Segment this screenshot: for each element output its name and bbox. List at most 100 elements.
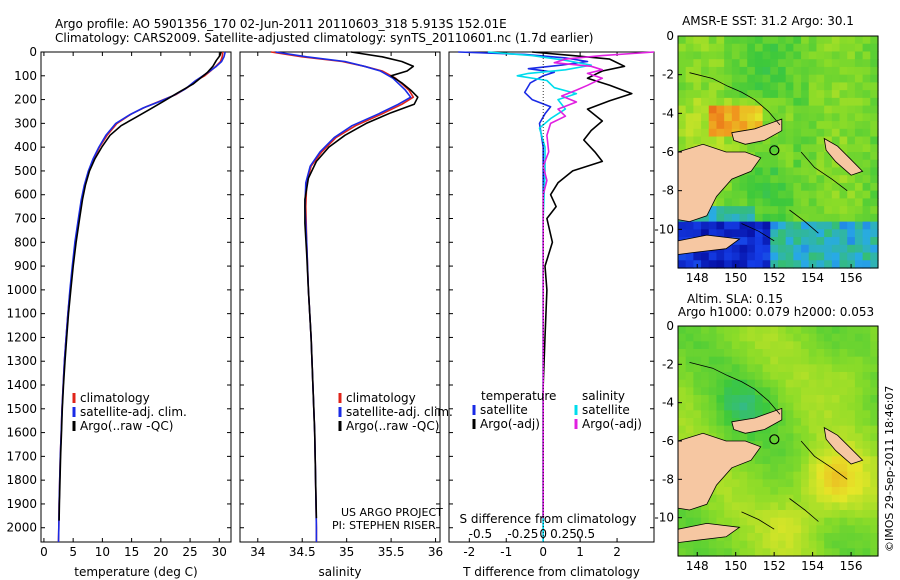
field-cell bbox=[762, 213, 771, 223]
field-cell bbox=[693, 402, 702, 411]
plot-frame bbox=[239, 51, 441, 543]
field-cell bbox=[693, 349, 702, 358]
field-cell bbox=[854, 237, 864, 246]
field-cell bbox=[793, 372, 802, 381]
field-cell bbox=[839, 349, 848, 358]
field-cell bbox=[801, 82, 810, 91]
field-cell bbox=[716, 213, 725, 223]
field-cell bbox=[685, 326, 694, 335]
field-cell bbox=[785, 105, 794, 114]
field-cell bbox=[870, 144, 879, 153]
field-cell bbox=[762, 479, 771, 488]
pi-credit: PI: STEPHEN RISER bbox=[332, 519, 436, 532]
field-cell bbox=[693, 36, 702, 45]
field-cell bbox=[778, 479, 787, 488]
coastline bbox=[741, 223, 775, 242]
field-cell bbox=[693, 221, 702, 230]
field-cell bbox=[808, 471, 818, 480]
field-cell bbox=[754, 548, 764, 557]
field-cell bbox=[862, 244, 871, 254]
field-cell bbox=[831, 379, 841, 388]
field-cell bbox=[693, 90, 702, 99]
field-cell bbox=[708, 326, 718, 335]
field-cell bbox=[724, 494, 733, 503]
field-cell bbox=[739, 387, 748, 396]
field-cell bbox=[762, 167, 771, 176]
field-cell bbox=[824, 333, 833, 342]
field-cell bbox=[739, 43, 748, 53]
field-cell bbox=[824, 260, 833, 269]
field-cell bbox=[793, 51, 802, 60]
field-cell bbox=[793, 510, 802, 519]
x-tick-label: 148 bbox=[686, 559, 709, 573]
field-cell bbox=[862, 97, 871, 107]
coastline bbox=[789, 209, 819, 234]
field-cell bbox=[870, 425, 879, 434]
field-cell bbox=[854, 144, 864, 153]
field-cell bbox=[839, 456, 848, 465]
field-cell bbox=[724, 190, 733, 199]
field-cell bbox=[816, 441, 825, 450]
x-axis-label: T difference from climatology bbox=[462, 565, 640, 579]
field-cell bbox=[685, 36, 694, 45]
field-cell bbox=[801, 433, 810, 442]
field-cell bbox=[716, 136, 725, 145]
field-cell bbox=[739, 213, 748, 223]
field-cell bbox=[808, 190, 818, 199]
field-cell bbox=[808, 441, 818, 450]
field-cell bbox=[816, 395, 825, 404]
field-cell bbox=[808, 167, 818, 176]
field-cell bbox=[831, 533, 841, 542]
field-cell bbox=[801, 229, 810, 238]
field-cell bbox=[847, 395, 856, 404]
field-cell bbox=[816, 494, 825, 503]
field-cell bbox=[754, 487, 764, 496]
field-cell bbox=[770, 448, 779, 457]
field-cell bbox=[778, 356, 787, 365]
field-cell bbox=[724, 433, 733, 442]
project-credit: US ARGO PROJECT bbox=[341, 506, 443, 519]
field-cell bbox=[831, 471, 841, 480]
field-cell bbox=[754, 159, 764, 169]
field-cell bbox=[724, 326, 733, 335]
field-cell bbox=[793, 356, 802, 365]
field-cell bbox=[685, 418, 694, 427]
series-line-argo-adj- bbox=[532, 51, 633, 519]
field-cell bbox=[839, 90, 848, 99]
field-cell bbox=[762, 517, 771, 526]
field-cell bbox=[816, 433, 825, 442]
field-cell bbox=[778, 36, 787, 45]
field-cell bbox=[831, 182, 841, 192]
field-cell bbox=[870, 341, 879, 350]
field-cell bbox=[754, 433, 764, 442]
field-cell bbox=[839, 105, 848, 114]
field-cell bbox=[693, 333, 702, 342]
field-cell bbox=[785, 159, 794, 169]
field-cell bbox=[747, 97, 756, 107]
field-cell bbox=[870, 464, 879, 473]
field-cell bbox=[724, 128, 733, 138]
field-cell bbox=[731, 479, 741, 488]
field-cell bbox=[816, 479, 825, 488]
field-cell bbox=[847, 418, 856, 427]
field-cell bbox=[747, 144, 756, 153]
field-cell bbox=[839, 502, 848, 511]
field-cell bbox=[770, 540, 779, 549]
field-cell bbox=[693, 356, 702, 365]
field-cell bbox=[754, 213, 764, 223]
field-cell bbox=[824, 159, 833, 169]
field-cell bbox=[793, 121, 802, 130]
field-cell bbox=[824, 510, 833, 519]
field-cell bbox=[685, 349, 694, 358]
field-cell bbox=[785, 113, 794, 122]
field-cell bbox=[754, 464, 764, 473]
field-cell bbox=[716, 51, 725, 60]
field-cell bbox=[854, 136, 864, 145]
field-cell bbox=[731, 82, 741, 91]
field-cell bbox=[754, 252, 764, 261]
field-cell bbox=[793, 159, 802, 169]
field-cell bbox=[839, 356, 848, 365]
field-cell bbox=[847, 244, 856, 254]
field-cell bbox=[770, 82, 779, 91]
field-cell bbox=[870, 410, 879, 419]
